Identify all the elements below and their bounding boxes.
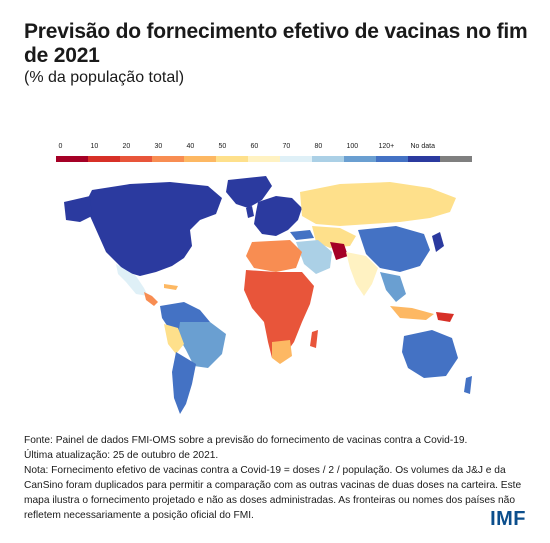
region-russia [300,182,456,226]
legend-swatch [248,156,280,162]
region-andes [164,324,184,354]
region-china [358,226,430,272]
legend-label: 10 [90,143,99,150]
imf-logo: IMF [490,508,526,530]
region-papua [436,312,454,322]
legend-swatch [88,156,120,162]
legend-label: 120+ [378,143,395,150]
legend-label: 50 [218,143,227,150]
region-caribbean [164,284,178,290]
legend-swatch [312,156,344,162]
legend-swatch [408,156,440,162]
legend-label: 40 [186,143,195,150]
source-note: Fonte: Painel de dados FMI-OMS sobre a p… [24,435,468,446]
legend-swatch [440,156,472,162]
region-southern-africa [272,340,292,364]
legend-label: 70 [282,143,291,150]
region-new-zealand [464,376,472,394]
notes: Fonte: Painel de dados FMI-OMS sobre a p… [24,433,524,523]
region-brazil [178,322,226,368]
legend-swatch [152,156,184,162]
region-japan [432,232,444,252]
legend: 0 10 20 30 40 50 60 70 80 100 120+ No data [56,143,472,162]
legend-swatches [56,156,472,162]
region-indonesia [390,306,434,320]
region-sub-saharan-africa [244,270,314,358]
region-north-america [86,182,222,276]
region-southern-cone [172,352,196,414]
chart-title: Previsão do fornecimento efetivo de vaci… [24,20,528,67]
region-southeast-asia [380,272,406,302]
legend-swatch [120,156,152,162]
region-india [346,252,378,296]
world-map [64,176,472,414]
legend-swatch [376,156,408,162]
region-central-america [144,292,158,306]
region-mexico [116,264,148,296]
legend-label: 30 [154,143,163,150]
region-middle-east [296,240,332,274]
legend-label: 100 [346,143,359,150]
region-iran [330,242,348,260]
updated-note: Última atualização: 25 de outubro de 202… [24,450,219,461]
legend-labels: 0 10 20 30 40 50 60 70 80 100 120+ No data [56,143,472,155]
legend-label: 20 [122,143,131,150]
legend-swatch [280,156,312,162]
region-alaska [64,196,92,222]
legend-label: 0 [58,143,63,150]
region-north-africa [246,240,302,272]
legend-label: 80 [314,143,323,150]
legend-label: No data [410,143,436,150]
region-turkey [290,230,314,240]
method-note: Nota: Fornecimento efetivo de vacinas co… [24,465,522,521]
chart-subtitle: (% da população total) [24,69,185,86]
region-europe [254,196,302,236]
legend-swatch [184,156,216,162]
legend-swatch [56,156,88,162]
region-madagascar [310,330,318,348]
legend-swatch [216,156,248,162]
region-australia [402,330,458,378]
legend-swatch [344,156,376,162]
legend-label: 60 [250,143,259,150]
region-greenland [226,176,272,208]
region-uk [246,206,254,218]
region-central-asia [312,226,356,248]
